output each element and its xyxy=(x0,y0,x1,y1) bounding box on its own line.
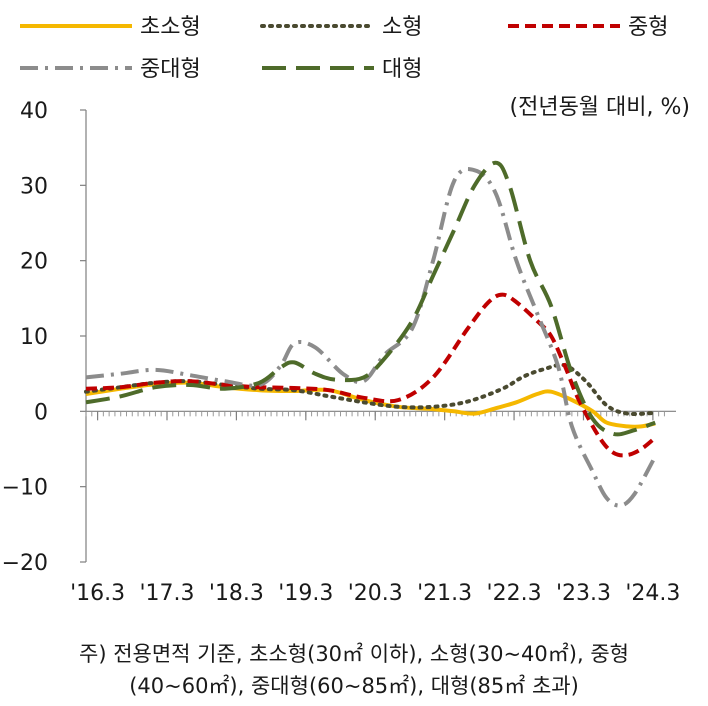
x-tick-label: '24.3 xyxy=(625,581,680,606)
footnote-line-1: 주) 전용면적 기준, 초소형(30㎡ 이하), 소형(30~40㎡), 중형 xyxy=(79,642,629,666)
x-tick-label: '23.3 xyxy=(556,581,611,606)
unit-note: (전년동월 대비, %) xyxy=(510,95,691,120)
series-line-4 xyxy=(85,167,657,508)
y-tick-label: 0 xyxy=(34,400,48,425)
legend-label: 초소형 xyxy=(140,15,201,40)
x-tick-label: '17.3 xyxy=(139,581,194,606)
y-tick-label: 40 xyxy=(20,99,48,124)
y-tick-label: −10 xyxy=(2,476,48,501)
legend-label: 소형 xyxy=(382,15,422,40)
legend-label: 중대형 xyxy=(140,57,201,82)
x-tick-label: '18.3 xyxy=(209,581,264,606)
series-line-3 xyxy=(85,292,657,458)
x-tick-label: '16.3 xyxy=(70,581,125,606)
y-tick-label: 30 xyxy=(20,174,48,199)
y-tick-label: −20 xyxy=(2,551,48,576)
legend-label: 대형 xyxy=(382,57,422,82)
legend-label: 중형 xyxy=(628,15,668,40)
x-tick-label: '22.3 xyxy=(487,581,542,606)
axes: 40 30 20 10 0 −10 −20 '16.3 '17.3 '18.3 '19.3 '20.3… xyxy=(2,99,681,606)
x-tick-label: '20.3 xyxy=(348,581,403,606)
y-tick-label: 10 xyxy=(20,325,48,350)
footnote-line-2: (40~60㎡), 중대형(60~85㎡), 대형(85㎡ 초과) xyxy=(129,674,579,698)
x-tick-label: '19.3 xyxy=(278,581,333,606)
series-layer xyxy=(84,160,658,508)
series-line-5 xyxy=(85,160,656,437)
x-tick-label: '21.3 xyxy=(417,581,472,606)
y-tick-label: 20 xyxy=(20,250,48,275)
